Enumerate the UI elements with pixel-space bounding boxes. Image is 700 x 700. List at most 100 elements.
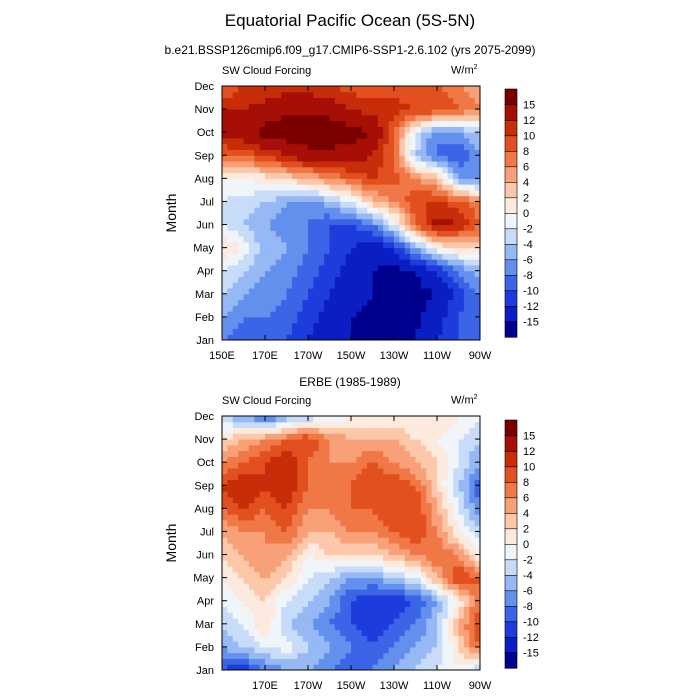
heatmap-cell (383, 109, 390, 116)
heatmap-cell (377, 282, 384, 289)
heatmap-cell (297, 485, 304, 492)
heatmap-cell (324, 236, 331, 243)
heatmap-cell (361, 600, 368, 607)
heatmap-cell (377, 531, 384, 538)
heatmap-cell (372, 629, 379, 636)
heatmap-cell (248, 444, 255, 452)
heatmap-cell (437, 253, 443, 260)
bottom-variable-label: SW Cloud Forcing (222, 395, 312, 407)
heatmap-cell (302, 213, 309, 220)
heatmap-cell (286, 433, 293, 440)
heatmap-cell (431, 583, 438, 590)
heatmap-cell (324, 97, 331, 104)
heatmap-cell (372, 230, 379, 237)
heatmap-cell (222, 218, 228, 226)
heatmap-cell (340, 566, 347, 573)
y-tick-label: May (193, 573, 214, 585)
heatmap-cell (372, 195, 379, 202)
heatmap-cell (275, 560, 282, 567)
heatmap-cell (442, 485, 449, 492)
heatmap-cell (463, 525, 470, 532)
heatmap-cell (329, 456, 336, 463)
heatmap-cell (254, 316, 261, 324)
heatmap-cell (469, 91, 476, 99)
heatmap-cell (383, 583, 390, 590)
heatmap-cell (291, 427, 298, 434)
heatmap-cell (426, 207, 433, 214)
heatmap-cell (259, 473, 266, 480)
heatmap-cell (388, 253, 395, 260)
heatmap-cell (308, 508, 314, 515)
heatmap-cell (463, 594, 470, 602)
heatmap-cell (351, 456, 357, 463)
heatmap-cell (437, 491, 443, 498)
heatmap-cell (453, 496, 460, 504)
heatmap-cell (377, 276, 384, 283)
heatmap-cell (259, 600, 266, 607)
heatmap-cell (394, 664, 400, 671)
heatmap-cell (281, 161, 288, 168)
heatmap-cell (383, 120, 390, 127)
heatmap-cell (281, 328, 288, 335)
heatmap-cell (377, 201, 384, 208)
heatmap-cell (410, 479, 417, 486)
heatmap-cell (404, 583, 411, 590)
heatmap-cell (265, 496, 271, 504)
heatmap-cell (259, 427, 266, 434)
heatmap-cell (437, 328, 443, 335)
heatmap-cell (458, 508, 465, 515)
heatmap-cell (340, 606, 347, 613)
heatmap-cell (351, 236, 357, 243)
heatmap-cell (383, 132, 390, 139)
heatmap-cell (286, 103, 293, 110)
heatmap-cell (254, 166, 261, 174)
heatmap-cell (410, 583, 417, 590)
heatmap-cell (437, 444, 443, 452)
heatmap-cell (474, 218, 481, 226)
heatmap-cell (308, 241, 314, 249)
heatmap-cell (361, 456, 368, 463)
heatmap-cell (420, 508, 427, 515)
heatmap-cell (243, 213, 250, 220)
heatmap-cell (361, 97, 368, 104)
colorbar-label: 15 (523, 100, 535, 112)
heatmap-cell (410, 467, 417, 475)
heatmap-cell (399, 433, 406, 440)
heatmap-cell (431, 612, 438, 619)
heatmap-cell (404, 606, 411, 613)
heatmap-cell (291, 149, 298, 156)
heatmap-cell (426, 658, 433, 665)
heatmap-cell (372, 600, 379, 607)
heatmap-cell (372, 473, 379, 480)
heatmap-cell (356, 606, 363, 613)
heatmap-cell (431, 213, 438, 220)
heatmap-cell (367, 328, 374, 335)
heatmap-cell (232, 439, 239, 446)
heatmap-cell (367, 525, 374, 532)
heatmap-cell (286, 600, 293, 607)
heatmap-cell (308, 311, 314, 318)
heatmap-cell (340, 641, 347, 648)
heatmap-cell (426, 583, 433, 590)
heatmap-cell (415, 305, 422, 312)
heatmap-cell (291, 433, 298, 440)
heatmap-cell (474, 467, 481, 475)
heatmap-cell (232, 491, 239, 498)
heatmap-cell (222, 612, 228, 619)
heatmap-cell (291, 328, 298, 335)
heatmap-cell (394, 305, 400, 312)
heatmap-cell (308, 658, 314, 665)
heatmap-cell (469, 132, 476, 139)
heatmap-cell (308, 282, 314, 289)
heatmap-cell (286, 629, 293, 636)
heatmap-cell (313, 652, 320, 659)
heatmap-cell (356, 560, 363, 567)
heatmap-cell (222, 427, 228, 434)
heatmap-cell (463, 583, 470, 590)
heatmap-cell (356, 264, 363, 272)
heatmap-cell (356, 491, 363, 498)
heatmap-cell (367, 479, 374, 486)
heatmap-cell (302, 554, 309, 561)
heatmap-cell (474, 485, 481, 492)
heatmap-cell (308, 184, 314, 191)
